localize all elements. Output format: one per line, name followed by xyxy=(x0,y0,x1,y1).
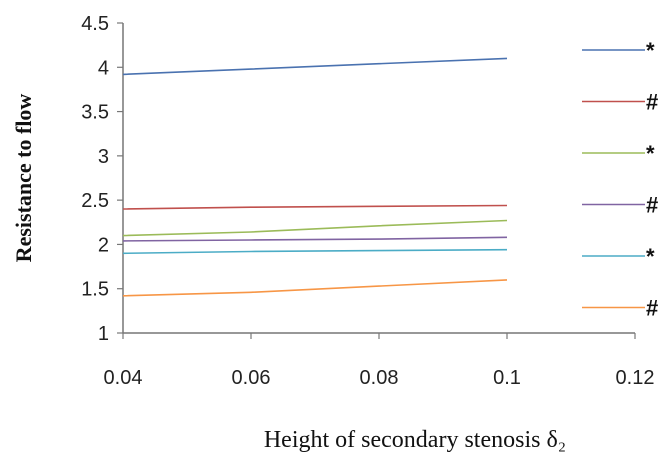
y-tick-label: 4.5 xyxy=(81,13,109,35)
x-tick-label: 0.08 xyxy=(360,367,399,389)
series-line-2 xyxy=(122,204,508,210)
y-tick-label: 3 xyxy=(98,146,109,168)
series-line-4 xyxy=(122,236,508,242)
y-tick-label: 3.5 xyxy=(81,102,109,124)
y-axis-label: Resistance to flow xyxy=(11,94,36,263)
x-tick-label: 0.12 xyxy=(616,367,655,389)
y-tick-label: 1.5 xyxy=(81,279,109,301)
legend-label-6: # xyxy=(646,296,658,321)
legend-label-2: # xyxy=(646,90,658,115)
y-tick-label: 1 xyxy=(98,323,109,345)
legend-label-1: * xyxy=(646,38,655,63)
series-line-6 xyxy=(122,279,508,297)
series-line-5 xyxy=(122,248,508,255)
series-line-3 xyxy=(122,219,508,237)
axes xyxy=(117,22,636,339)
legend-label-4: # xyxy=(646,193,658,218)
legend-label-5: * xyxy=(646,244,655,269)
y-tick-label: 2.5 xyxy=(81,190,109,212)
y-tick-label: 2 xyxy=(98,234,109,256)
legend: * # * # * # xyxy=(582,38,658,321)
legend-label-3: * xyxy=(646,141,655,166)
series-lines xyxy=(122,57,508,297)
tick-labels: 1 1.5 2 2.5 3 3.5 4 4.5 0.04 0.06 0.08 0.1 0.12 xyxy=(81,13,654,389)
x-tick-label: 0.1 xyxy=(493,367,521,389)
y-tick-label: 4 xyxy=(98,57,109,79)
x-tick-label: 0.06 xyxy=(232,367,271,389)
x-axis-label: Height of secondary stenosis δ₂ xyxy=(264,427,566,453)
series-line-1 xyxy=(122,57,508,76)
x-tick-label: 0.04 xyxy=(104,367,143,389)
